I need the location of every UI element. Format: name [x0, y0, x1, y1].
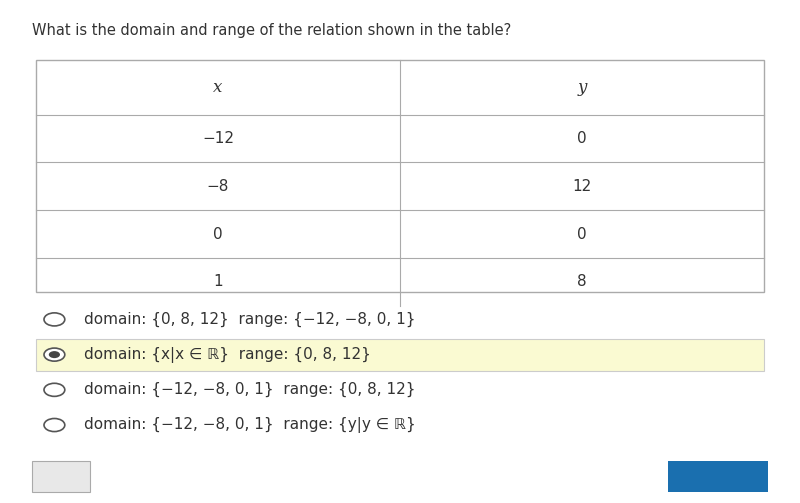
Text: ◄: ◄	[55, 469, 66, 483]
Circle shape	[44, 383, 65, 396]
Text: 1: 1	[213, 275, 223, 289]
Circle shape	[44, 418, 65, 432]
Text: x: x	[214, 79, 222, 96]
Text: domain: {−12, −8, 0, 1}  range: {0, 8, 12}: domain: {−12, −8, 0, 1} range: {0, 8, 12…	[84, 382, 415, 397]
Circle shape	[49, 351, 60, 358]
Text: 0: 0	[213, 227, 223, 241]
Circle shape	[44, 348, 65, 361]
Text: domain: {x|x ∈ ℝ}  range: {0, 8, 12}: domain: {x|x ∈ ℝ} range: {0, 8, 12}	[84, 347, 371, 363]
Bar	[36, 339, 764, 371]
Text: What is the domain and range of the relation shown in the table?: What is the domain and range of the rela…	[32, 23, 511, 38]
Bar	[668, 461, 768, 492]
Text: 8: 8	[577, 275, 587, 289]
Text: Next ►: Next ►	[692, 469, 744, 483]
Text: −12: −12	[202, 131, 234, 146]
Text: 0: 0	[577, 227, 587, 241]
Text: 0: 0	[577, 131, 587, 146]
Bar	[32, 461, 90, 492]
Circle shape	[44, 313, 65, 326]
Text: domain: {0, 8, 12}  range: {−12, −8, 0, 1}: domain: {0, 8, 12} range: {−12, −8, 0, 1…	[84, 312, 415, 327]
Text: −8: −8	[207, 179, 229, 194]
Text: 12: 12	[572, 179, 592, 194]
Text: domain: {−12, −8, 0, 1}  range: {y|y ∈ ℝ}: domain: {−12, −8, 0, 1} range: {y|y ∈ ℝ}	[84, 417, 416, 433]
Bar	[36, 60, 764, 292]
Text: y: y	[578, 79, 586, 96]
